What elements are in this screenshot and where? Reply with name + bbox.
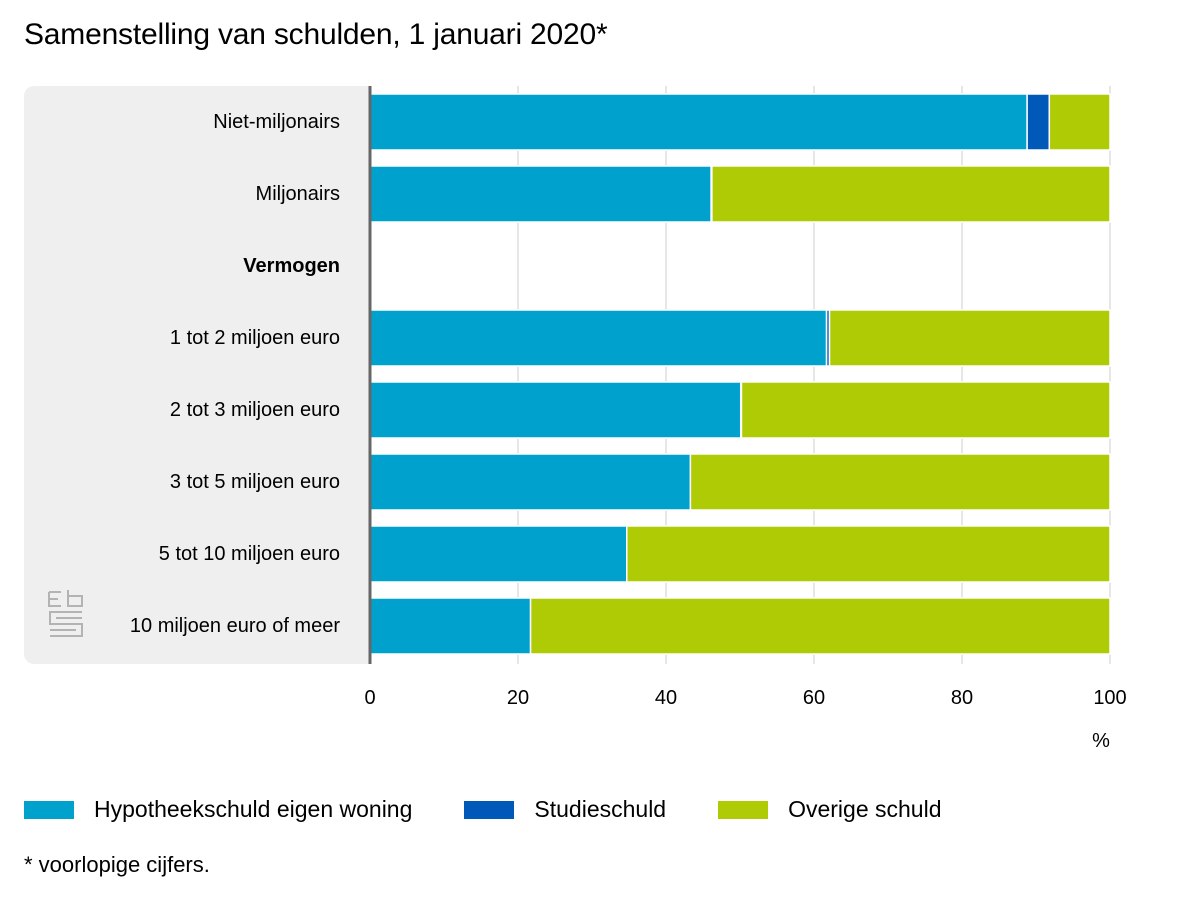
- category-label-vermogen: Vermogen: [243, 255, 340, 277]
- chart-title: Samenstelling van schulden, 1 januari 20…: [24, 18, 608, 51]
- legend-swatch-hypotheekschuld: [24, 800, 74, 819]
- category-label-10-miljoen-euro-of-meer: 10 miljoen euro of meer: [130, 615, 340, 637]
- x-tick-label-20: 20: [507, 687, 529, 709]
- category-label-panel: [24, 86, 370, 664]
- footnote: * voorlopige cijfers.: [24, 852, 210, 877]
- category-label-niet-miljonairs: Niet-miljonairs: [213, 111, 340, 133]
- bar-overige-schuld-2-tot-3-miljoen-euro: [740, 381, 1111, 439]
- bar-overige-schuld-miljonairs: [711, 165, 1111, 223]
- cbs-logo-icon: [48, 590, 83, 637]
- legend-label-studieschuld: Studieschuld: [534, 796, 667, 822]
- x-tick-label-60: 60: [803, 687, 825, 709]
- bar-hypotheekschuld-eigen-woning-1-tot-2-miljoen-euro: [369, 309, 828, 367]
- x-tick-label-0: 0: [364, 687, 375, 709]
- bar-overige-schuld-3-tot-5-miljoen-euro: [689, 453, 1111, 511]
- legend-swatch-studieschuld: [464, 800, 515, 819]
- legend-label-overige-schuld: Overige schuld: [788, 796, 942, 822]
- bar-overige-schuld-1-tot-2-miljoen-euro: [828, 309, 1111, 367]
- x-tick-label-40: 40: [655, 687, 677, 709]
- bar-hypotheekschuld-eigen-woning-niet-miljonairs: [369, 93, 1028, 151]
- category-label-2-tot-3-miljoen-euro: 2 tot 3 miljoen euro: [170, 399, 340, 421]
- bar-overige-schuld-10-miljoen-euro-of-meer: [529, 597, 1111, 655]
- bar-hypotheekschuld-eigen-woning-10-miljoen-euro-of-meer: [369, 597, 532, 655]
- bar-studieschuld-niet-miljonairs: [1026, 93, 1051, 151]
- bar-overige-schuld-niet-miljonairs: [1048, 93, 1111, 151]
- x-axis-unit-label: %: [1092, 730, 1110, 752]
- category-label-5-tot-10-miljoen-euro: 5 tot 10 miljoen euro: [159, 543, 340, 565]
- bar-overige-schuld-5-tot-10-miljoen-euro: [626, 525, 1111, 583]
- category-label-1-tot-2-miljoen-euro: 1 tot 2 miljoen euro: [170, 327, 340, 349]
- legend-label-hypotheekschuld: Hypotheekschuld eigen woning: [94, 796, 413, 822]
- category-label-miljonairs: Miljonairs: [256, 183, 340, 205]
- bar-hypotheekschuld-eigen-woning-miljonairs: [369, 165, 712, 223]
- legend-item-overige-schuld: Overige schuld: [718, 796, 942, 823]
- legend-item-hypotheekschuld: Hypotheekschuld eigen woning: [24, 796, 412, 823]
- x-tick-label-100: 100: [1093, 687, 1126, 709]
- category-label-3-tot-5-miljoen-euro: 3 tot 5 miljoen euro: [170, 471, 340, 493]
- stacked-bar-chart: Niet-miljonairs Miljonairs Vermogen 1 tot 2…: [130, 86, 1127, 752]
- x-tick-label-80: 80: [951, 687, 973, 709]
- bar-hypotheekschuld-eigen-woning-2-tot-3-miljoen-euro: [369, 381, 742, 439]
- legend-item-studieschuld: Studieschuld: [464, 796, 666, 823]
- bar-hypotheekschuld-eigen-woning-5-tot-10-miljoen-euro: [369, 525, 628, 583]
- legend-swatch-overige-schuld: [718, 800, 769, 819]
- legend: Hypotheekschuld eigen woning Studieschul…: [24, 796, 994, 823]
- bar-hypotheekschuld-eigen-woning-3-tot-5-miljoen-euro: [369, 453, 692, 511]
